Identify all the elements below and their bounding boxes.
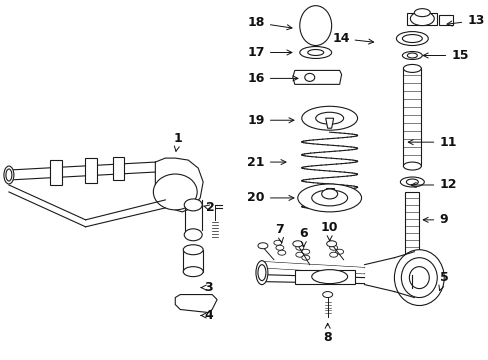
Ellipse shape (315, 112, 343, 124)
Ellipse shape (6, 169, 12, 181)
Bar (403, 68, 421, 166)
Ellipse shape (183, 267, 203, 276)
Ellipse shape (396, 32, 427, 45)
Text: 19: 19 (247, 114, 293, 127)
Polygon shape (292, 71, 341, 84)
Ellipse shape (273, 240, 281, 245)
Text: 20: 20 (247, 192, 293, 204)
Ellipse shape (402, 35, 422, 42)
Ellipse shape (258, 265, 265, 280)
Ellipse shape (326, 241, 336, 247)
Ellipse shape (277, 250, 285, 255)
Ellipse shape (322, 292, 332, 298)
Bar (405, 192, 419, 276)
Ellipse shape (329, 252, 337, 257)
Text: 16: 16 (247, 72, 297, 85)
Bar (407, 13, 436, 24)
Text: 18: 18 (247, 16, 291, 30)
Ellipse shape (295, 252, 303, 257)
Ellipse shape (4, 166, 14, 184)
Ellipse shape (401, 258, 436, 298)
Ellipse shape (295, 245, 303, 250)
Ellipse shape (407, 53, 416, 58)
Ellipse shape (329, 245, 337, 250)
Bar (84, 158, 96, 183)
Bar (50, 160, 61, 185)
Ellipse shape (292, 241, 302, 247)
Ellipse shape (301, 249, 309, 254)
Text: 7: 7 (275, 223, 284, 243)
Polygon shape (175, 294, 217, 312)
Ellipse shape (299, 6, 331, 45)
Ellipse shape (409, 12, 433, 26)
Ellipse shape (258, 243, 267, 249)
Ellipse shape (311, 190, 347, 206)
Ellipse shape (307, 50, 323, 55)
Text: 9: 9 (422, 213, 447, 226)
Text: 5: 5 (438, 271, 447, 291)
Ellipse shape (153, 174, 197, 210)
Ellipse shape (301, 255, 309, 260)
Text: 4: 4 (201, 309, 213, 322)
Bar (294, 270, 354, 284)
Ellipse shape (403, 162, 421, 170)
Ellipse shape (335, 249, 343, 254)
Text: 3: 3 (201, 281, 213, 294)
Bar (112, 157, 124, 180)
Text: 15: 15 (422, 49, 468, 62)
Text: 2: 2 (203, 201, 215, 215)
Ellipse shape (394, 250, 443, 306)
Ellipse shape (304, 73, 314, 81)
Text: 10: 10 (320, 221, 338, 241)
Text: 12: 12 (410, 179, 456, 192)
Ellipse shape (183, 245, 203, 255)
Polygon shape (155, 158, 203, 212)
Ellipse shape (299, 46, 331, 58)
Text: 13: 13 (446, 14, 484, 27)
Text: 1: 1 (174, 132, 182, 151)
Text: 11: 11 (407, 136, 456, 149)
Ellipse shape (275, 245, 283, 250)
Bar (438, 15, 452, 24)
Ellipse shape (402, 51, 422, 59)
Bar (183, 250, 203, 272)
Ellipse shape (403, 64, 421, 72)
Ellipse shape (301, 106, 357, 130)
Ellipse shape (404, 267, 420, 287)
Ellipse shape (413, 9, 429, 17)
Polygon shape (325, 188, 333, 194)
Ellipse shape (406, 179, 417, 185)
Text: 6: 6 (299, 227, 307, 247)
Ellipse shape (408, 267, 428, 289)
Text: 8: 8 (323, 323, 331, 344)
Ellipse shape (407, 271, 416, 283)
Polygon shape (262, 262, 364, 274)
Text: 21: 21 (247, 156, 285, 168)
Ellipse shape (400, 177, 424, 187)
Ellipse shape (184, 229, 202, 241)
Ellipse shape (184, 199, 202, 211)
Ellipse shape (255, 261, 267, 285)
Ellipse shape (297, 184, 361, 212)
Ellipse shape (311, 270, 347, 284)
Polygon shape (325, 118, 333, 128)
Text: 14: 14 (331, 32, 373, 45)
Ellipse shape (321, 189, 337, 199)
Text: 17: 17 (247, 46, 291, 59)
